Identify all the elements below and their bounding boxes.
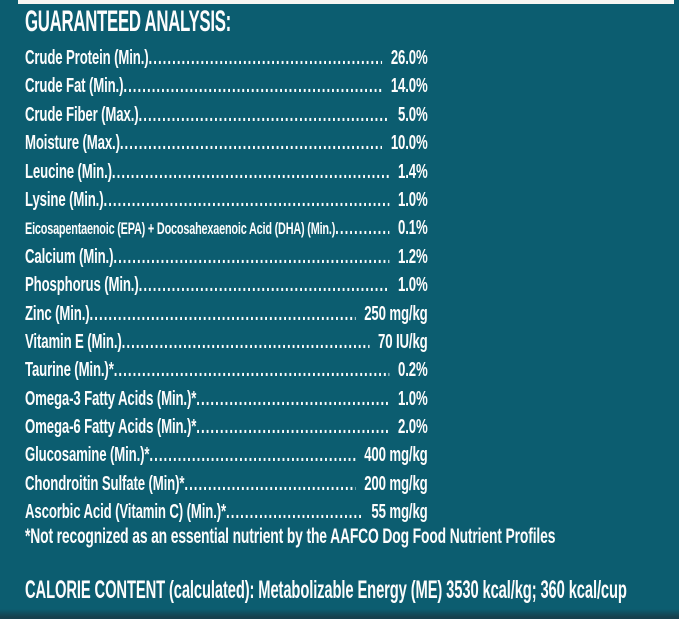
nutrient-value: 0.2% bbox=[398, 359, 428, 382]
dot-leader bbox=[148, 44, 382, 72]
dot-leader bbox=[226, 498, 363, 526]
table-row: Crude Fat (Min.) 14.0% bbox=[25, 72, 428, 100]
top-edge-strip bbox=[18, 0, 674, 4]
table-row: Omega-3 Fatty Acids (Min.)* 1.0% bbox=[25, 385, 428, 413]
dot-leader bbox=[335, 214, 389, 242]
nutrient-label: Glucosamine (Min.)* bbox=[25, 444, 150, 467]
dot-leader bbox=[122, 328, 370, 356]
nutrient-value: 5.0% bbox=[398, 103, 428, 126]
table-row: Calcium (Min.) 1.2% bbox=[25, 243, 428, 271]
dot-leader bbox=[196, 413, 389, 441]
nutrient-value: 250 mg/kg bbox=[364, 302, 428, 325]
nutrient-label: Taurine (Min.)* bbox=[25, 359, 114, 382]
nutrient-value: 1.0% bbox=[398, 387, 428, 410]
nutrient-label: Vitamin E (Min.) bbox=[25, 330, 122, 353]
dot-leader bbox=[103, 186, 389, 214]
table-row: Ascorbic Acid (Vitamin C) (Min.)* 55 mg/k… bbox=[25, 498, 428, 526]
nutrient-value: 0.1% bbox=[398, 217, 428, 240]
nutrient-label: Omega-6 Fatty Acids (Min.)* bbox=[25, 416, 197, 439]
nutrient-label: Ascorbic Acid (Vitamin C) (Min.)* bbox=[25, 501, 227, 524]
nutrient-value: 26.0% bbox=[390, 47, 428, 69]
nutrient-label: Moisture (Max.) bbox=[25, 132, 120, 155]
analysis-table: Crude Protein (Min.) 26.0% Crude Fat (Min… bbox=[25, 44, 428, 527]
nutrient-label: Zinc (Min.) bbox=[25, 302, 90, 325]
dot-leader bbox=[139, 271, 390, 299]
table-row: Crude Protein (Min.) 26.0% bbox=[25, 44, 428, 72]
dot-leader bbox=[196, 385, 389, 413]
calorie-content-statement: CALORIE CONTENT (calculated): Metaboliza… bbox=[25, 576, 627, 604]
nutrient-value: 1.4% bbox=[398, 160, 428, 183]
dot-leader bbox=[120, 129, 382, 157]
dot-leader bbox=[112, 158, 390, 186]
table-row: Leucine (Min.) 1.4% bbox=[25, 158, 428, 186]
nutrient-label: Crude Fiber (Max.) bbox=[25, 103, 139, 126]
dot-leader bbox=[184, 470, 355, 498]
nutrient-value: 1.0% bbox=[398, 274, 428, 297]
table-row: Moisture (Max.) 10.0% bbox=[25, 129, 428, 157]
nutrient-label: Leucine (Min.) bbox=[25, 160, 112, 183]
nutrient-label: Chondroitin Sulfate (Min)* bbox=[25, 472, 185, 495]
table-row: Phosphorus (Min.) 1.0% bbox=[25, 271, 428, 299]
table-row: Crude Fiber (Max.) 5.0% bbox=[25, 101, 428, 129]
nutrient-value: 55 mg/kg bbox=[371, 501, 428, 524]
table-row: Omega-6 Fatty Acids (Min.)* 2.0% bbox=[25, 413, 428, 441]
nutrient-label: Omega-3 Fatty Acids (Min.)* bbox=[25, 387, 197, 410]
dot-leader bbox=[123, 72, 382, 100]
section-title: GUARANTEED ANALYSIS: bbox=[25, 5, 231, 38]
nutrient-value: 1.0% bbox=[398, 188, 428, 211]
nutrient-label: Eicosapentaenoic (EPA) + Docosahexaenoic… bbox=[25, 220, 336, 239]
nutrient-label: Phosphorus (Min.) bbox=[25, 274, 139, 297]
nutrient-value: 200 mg/kg bbox=[364, 472, 428, 495]
dot-leader bbox=[149, 441, 355, 469]
dot-leader bbox=[114, 356, 390, 384]
nutrient-value: 2.0% bbox=[398, 416, 428, 439]
nutrient-label: Lysine (Min.) bbox=[25, 188, 104, 211]
table-row: Eicosapentaenoic (EPA) + Docosahexaenoic… bbox=[25, 214, 428, 242]
nutrient-value: 10.0% bbox=[390, 132, 428, 155]
table-row: Vitamin E (Min.) 70 IU/kg bbox=[25, 328, 428, 356]
nutrient-label: Crude Fat (Min.) bbox=[25, 75, 124, 98]
table-row: Glucosamine (Min.)* 400 mg/kg bbox=[25, 441, 428, 469]
table-row: Zinc (Min.) 250 mg/kg bbox=[25, 300, 428, 328]
nutrient-label: Crude Protein (Min.) bbox=[25, 47, 149, 69]
table-row: Lysine (Min.) 1.0% bbox=[25, 186, 428, 214]
nutrient-value: 70 IU/kg bbox=[378, 330, 428, 353]
dot-leader bbox=[113, 243, 389, 271]
table-row: Taurine (Min.)* 0.2% bbox=[25, 356, 428, 384]
bottom-edge-shadow bbox=[0, 609, 679, 619]
dot-leader bbox=[90, 300, 356, 328]
nutrient-value: 14.0% bbox=[390, 75, 428, 98]
nutrient-value: 400 mg/kg bbox=[364, 444, 428, 467]
aafco-footnote: *Not recognized as an essential nutrient… bbox=[25, 525, 556, 548]
dot-leader bbox=[139, 101, 390, 129]
nutrient-value: 1.2% bbox=[398, 245, 428, 268]
nutrient-label: Calcium (Min.) bbox=[25, 245, 114, 268]
table-row: Chondroitin Sulfate (Min)* 200 mg/kg bbox=[25, 470, 428, 498]
